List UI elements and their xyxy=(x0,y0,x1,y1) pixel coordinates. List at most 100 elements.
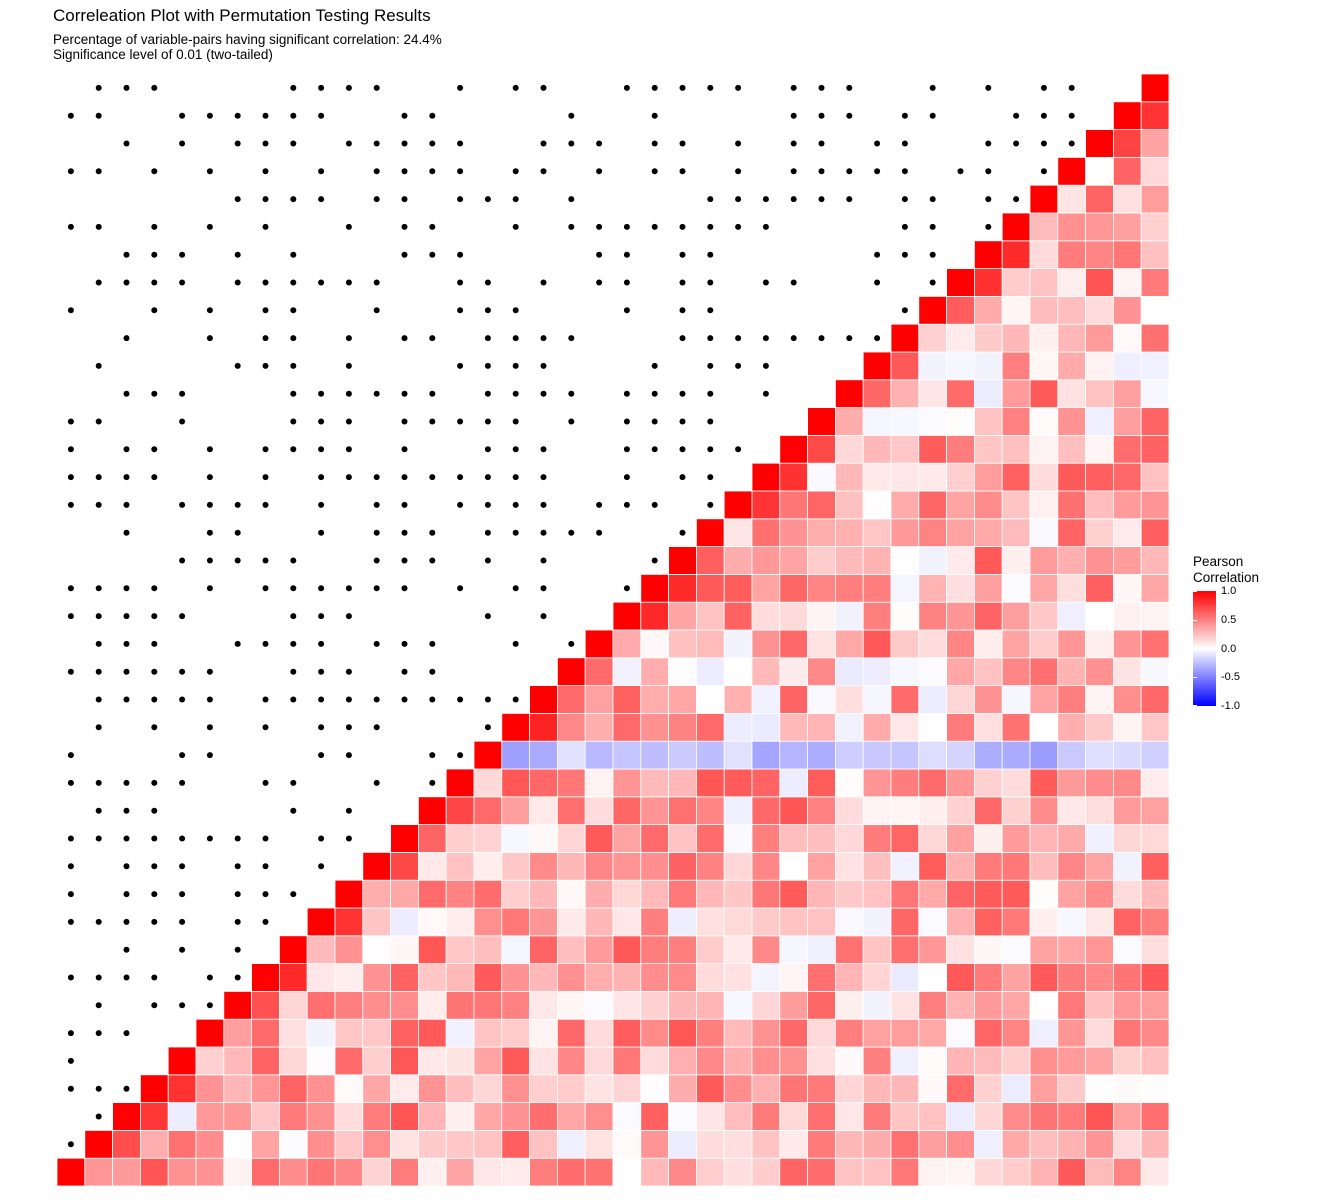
correlation-cell xyxy=(668,796,697,825)
significance-dot xyxy=(290,613,297,620)
correlation-cell xyxy=(1140,212,1170,242)
significance-dot xyxy=(929,196,936,203)
correlation-cell xyxy=(835,963,864,992)
significance-dot xyxy=(123,529,130,536)
correlation-cell xyxy=(390,879,419,909)
correlation-cell xyxy=(612,1130,642,1159)
correlation-cell xyxy=(1140,796,1170,825)
correlation-cell xyxy=(1029,462,1059,492)
correlation-cell xyxy=(1057,379,1087,408)
correlation-cell xyxy=(723,824,753,853)
correlation-cell xyxy=(696,991,725,1020)
correlation-cell xyxy=(974,490,1003,520)
correlation-cell xyxy=(723,1046,753,1076)
significance-dot xyxy=(206,835,213,842)
correlation-cell xyxy=(334,1074,364,1104)
correlation-cell xyxy=(1140,184,1170,214)
significance-dot xyxy=(596,279,603,286)
significance-dot xyxy=(735,335,742,342)
correlation-cell xyxy=(946,1046,975,1076)
correlation-cell xyxy=(445,852,475,881)
diagonal-cell xyxy=(251,963,280,992)
correlation-cell xyxy=(1057,490,1087,520)
correlation-cell xyxy=(278,1130,308,1159)
correlation-cell xyxy=(1113,546,1142,575)
significance-dot xyxy=(290,418,297,425)
diagonal-cell xyxy=(696,518,725,547)
correlation-cell xyxy=(584,824,614,853)
significance-dot xyxy=(234,501,241,508)
significance-dot xyxy=(373,196,380,203)
correlation-cell xyxy=(1113,879,1142,909)
correlation-cell xyxy=(862,462,892,492)
significance-dot xyxy=(345,279,352,286)
significance-dot xyxy=(95,362,102,369)
correlation-cell xyxy=(862,907,892,937)
correlation-cell xyxy=(835,1157,864,1187)
significance-dot xyxy=(206,557,213,564)
significance-dot xyxy=(290,696,297,703)
correlation-cell xyxy=(807,1046,836,1076)
correlation-cell xyxy=(918,657,947,686)
correlation-cell xyxy=(529,1130,558,1159)
correlation-cell xyxy=(1085,740,1114,770)
correlation-cell xyxy=(195,1157,225,1187)
significance-dot xyxy=(234,140,241,147)
legend-label: 0.0 xyxy=(1221,642,1237,655)
correlation-cell xyxy=(557,685,586,714)
correlation-cell xyxy=(1085,991,1114,1020)
correlation-cell xyxy=(640,740,669,770)
correlation-cell xyxy=(1085,295,1114,325)
significance-dot xyxy=(707,196,714,203)
correlation-cell xyxy=(112,1157,141,1187)
significance-dot xyxy=(596,529,603,536)
correlation-cell xyxy=(779,490,808,520)
correlation-cell xyxy=(390,1130,419,1159)
correlation-cell xyxy=(1057,796,1087,825)
significance-dot xyxy=(234,640,241,647)
correlation-cell xyxy=(1140,879,1170,909)
correlation-cell xyxy=(779,574,808,603)
significance-dot xyxy=(484,335,491,342)
correlation-cell xyxy=(1113,907,1142,937)
correlation-cell xyxy=(779,963,808,992)
significance-dot xyxy=(651,390,658,397)
significance-dot xyxy=(345,752,352,759)
correlation-cell xyxy=(890,490,920,520)
correlation-cell xyxy=(668,907,697,937)
correlation-cell xyxy=(557,1157,586,1187)
legend-colorbar xyxy=(1193,591,1216,706)
correlation-cell xyxy=(501,1130,530,1159)
significance-dot xyxy=(373,501,380,508)
correlation-cell xyxy=(835,713,864,742)
significance-dot xyxy=(901,223,908,230)
significance-dot xyxy=(540,390,547,397)
significance-dot xyxy=(290,196,297,203)
legend-tick xyxy=(1193,619,1197,621)
correlation-cell xyxy=(1085,351,1114,381)
significance-dot xyxy=(679,335,686,342)
significance-dot xyxy=(318,668,325,675)
correlation-cell xyxy=(445,879,475,909)
significance-dot xyxy=(623,279,630,286)
correlation-cell xyxy=(779,991,808,1020)
significance-dot xyxy=(1040,168,1047,175)
significance-dot xyxy=(318,168,325,175)
significance-dot xyxy=(623,307,630,314)
correlation-cell xyxy=(1057,518,1087,547)
significance-dot xyxy=(151,84,158,91)
correlation-cell xyxy=(835,1102,864,1131)
correlation-cell xyxy=(946,351,975,381)
significance-dot xyxy=(290,84,297,91)
significance-dot xyxy=(179,557,186,564)
correlation-cell xyxy=(890,768,920,798)
correlation-cell xyxy=(1085,212,1114,242)
correlation-cell xyxy=(306,1074,336,1104)
significance-dot xyxy=(345,446,352,453)
correlation-cell xyxy=(1113,629,1142,659)
correlation-cell xyxy=(974,546,1003,575)
significance-dot xyxy=(67,307,74,314)
significance-dot xyxy=(679,307,686,314)
significance-dot xyxy=(401,418,408,425)
correlation-cell xyxy=(362,879,391,909)
